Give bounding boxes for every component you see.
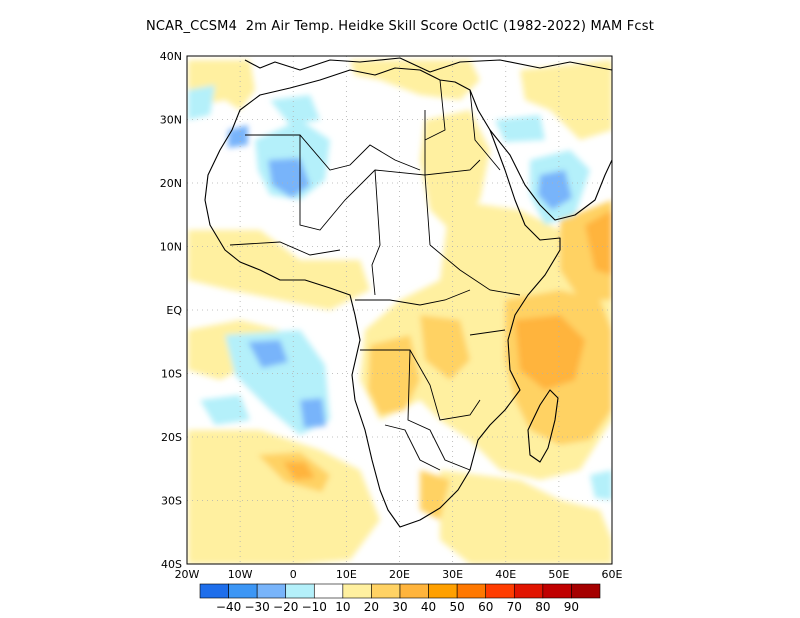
- coastlines: [204, 57, 612, 528]
- border-line: [229, 241, 341, 256]
- field-patch: [538, 170, 572, 210]
- field-patch: [228, 125, 248, 148]
- field-patch: [495, 115, 545, 142]
- colorbar-swatch: [485, 583, 515, 599]
- field-patch: [590, 470, 612, 500]
- border-line: [424, 110, 481, 176]
- field-patch: [440, 470, 612, 564]
- arabia-coastline: [489, 129, 612, 221]
- map-gridlines: [187, 56, 612, 564]
- border-line: [371, 169, 381, 296]
- lat-tick-label: EQ: [166, 304, 182, 317]
- field-patch: [283, 462, 315, 480]
- lon-tick-label: 60E: [602, 568, 623, 581]
- lat-tick-label: 40N: [160, 50, 182, 63]
- lon-tick-label: 10E: [336, 568, 357, 581]
- field-patch: [188, 85, 215, 120]
- field-patch: [520, 60, 612, 140]
- field-patch: [420, 110, 490, 230]
- lon-tick-label: 20E: [389, 568, 410, 581]
- colorbar-swatch: [371, 583, 401, 599]
- colorbar: [199, 583, 601, 599]
- colorbar-swatch: [256, 583, 287, 599]
- field-patch: [420, 470, 450, 520]
- lon-tick-label: 30E: [442, 568, 463, 581]
- colorbar-label: 60: [478, 600, 493, 614]
- colorbar-swatch: [513, 583, 544, 599]
- colorbar-swatch: [313, 583, 344, 599]
- colorbar-swatch: [456, 583, 487, 599]
- border-line: [469, 89, 501, 171]
- latitude-tick-labels: 40N 30N 20N 10N EQ 10S 20S 30S 40S: [160, 50, 183, 571]
- colorbar-swatch: [542, 583, 572, 599]
- lat-tick-label: 30N: [160, 114, 182, 127]
- field-patch: [300, 398, 326, 428]
- colorbar-label: 90: [564, 600, 579, 614]
- colorbar-label: 10: [335, 600, 350, 614]
- colorbar-swatch: [399, 583, 429, 599]
- colorbar-label: −20: [273, 600, 298, 614]
- field-patch: [188, 430, 380, 564]
- colorbar-label: 30: [392, 600, 407, 614]
- field-patch: [270, 95, 320, 125]
- field-patch: [268, 158, 310, 198]
- colorbar-label: 50: [450, 600, 465, 614]
- shaded-field: [188, 60, 612, 564]
- colorbar-label: 70: [507, 600, 522, 614]
- colorbar-swatch: [428, 583, 458, 599]
- field-patch: [200, 395, 250, 425]
- colorbar-swatch: [199, 583, 229, 599]
- border-line: [384, 424, 441, 471]
- colorbar-swatch: [571, 583, 601, 599]
- border-line: [360, 349, 481, 421]
- chart-title: NCAR_CCSM4 2m Air Temp. Heidke Skill Sco…: [145, 19, 655, 34]
- colorbar-label: 80: [535, 600, 550, 614]
- lon-tick-label: 40E: [495, 568, 516, 581]
- lat-tick-label: 10S: [161, 368, 182, 381]
- lat-tick-label: 30S: [161, 495, 182, 508]
- longitude-tick-labels: 20W 10W 0 10E 20E 30E 40E 50E 60E: [175, 568, 623, 581]
- field-patch: [420, 315, 470, 380]
- colorbar-swatch: [342, 583, 372, 599]
- colorbar-label: −30: [244, 600, 269, 614]
- colorbar-label: 20: [364, 600, 379, 614]
- field-patch: [188, 230, 370, 310]
- colorbar-labels: −40 −30 −20 −10 10 20 30 40 50 60 70 80 90: [216, 600, 579, 614]
- lat-tick-label: 10N: [160, 241, 182, 254]
- europe-coastline: [244, 57, 612, 73]
- lat-tick-label: 40S: [161, 558, 182, 571]
- map-frame: [186, 55, 613, 565]
- colorbar-label: −10: [302, 600, 327, 614]
- lon-tick-label: 0: [290, 568, 297, 581]
- field-patch: [585, 210, 612, 275]
- border-line: [355, 289, 471, 306]
- field-patch: [248, 340, 288, 368]
- colorbar-swatch: [228, 583, 258, 599]
- border-line: [424, 79, 446, 141]
- field-patch: [350, 60, 480, 100]
- lat-tick-label: 20N: [160, 177, 182, 190]
- colorbar-label: −40: [216, 600, 241, 614]
- colorbar-label: 40: [421, 600, 436, 614]
- field-patch: [368, 335, 420, 415]
- lon-tick-label: 10W: [228, 568, 253, 581]
- border-line: [407, 349, 471, 471]
- lon-tick-label: 20W: [175, 568, 200, 581]
- border-line: [469, 329, 506, 336]
- country-borders: [229, 79, 521, 471]
- lon-tick-label: 50E: [548, 568, 569, 581]
- field-patch: [515, 315, 585, 390]
- border-line: [429, 244, 521, 296]
- madagascar-coastline: [527, 389, 559, 463]
- lat-tick-label: 20S: [161, 431, 182, 444]
- colorbar-swatch: [285, 583, 315, 599]
- africa-coastline: [204, 67, 561, 528]
